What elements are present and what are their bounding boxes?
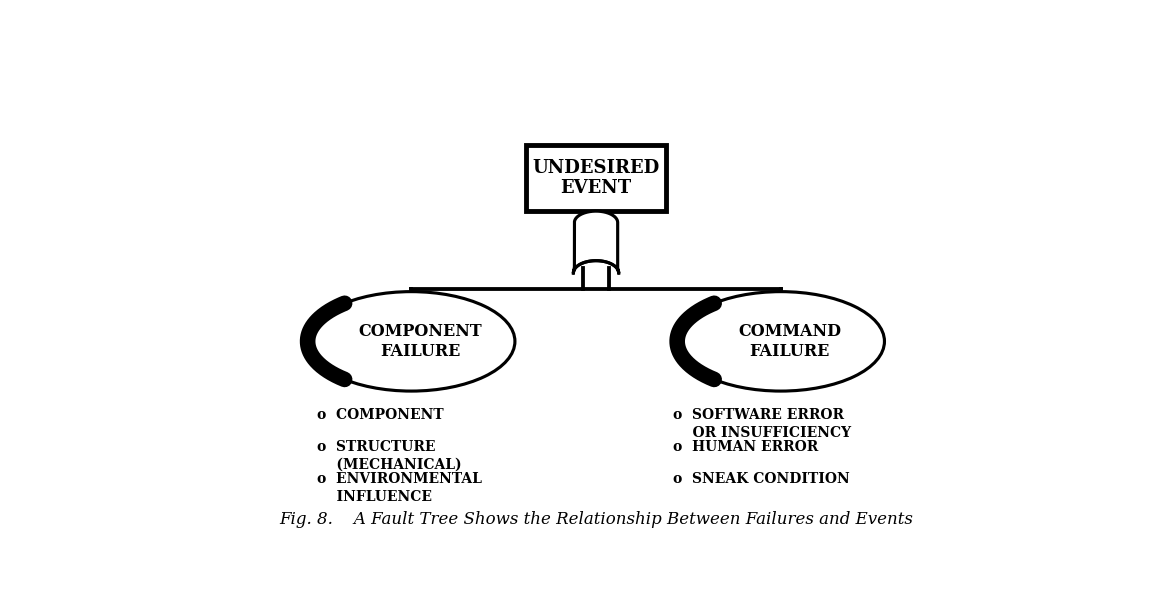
Ellipse shape — [677, 292, 885, 391]
Text: o  SNEAK CONDITION: o SNEAK CONDITION — [672, 472, 849, 486]
FancyBboxPatch shape — [526, 145, 666, 211]
Text: o  COMPONENT: o COMPONENT — [316, 408, 443, 422]
Text: o  ENVIRONMENTAL
    INFLUENCE: o ENVIRONMENTAL INFLUENCE — [316, 472, 481, 504]
Polygon shape — [573, 211, 619, 273]
Text: COMPONENT
FAILURE: COMPONENT FAILURE — [358, 323, 483, 360]
Text: o  HUMAN ERROR: o HUMAN ERROR — [672, 440, 818, 454]
Text: Fig. 8.    A Fault Tree Shows the Relationship Between Failures and Events: Fig. 8. A Fault Tree Shows the Relations… — [279, 512, 913, 528]
Text: UNDESIRED
EVENT: UNDESIRED EVENT — [533, 159, 659, 197]
Text: COMMAND
FAILURE: COMMAND FAILURE — [739, 323, 841, 360]
Ellipse shape — [307, 292, 515, 391]
Text: o  STRUCTURE
    (MECHANICAL): o STRUCTURE (MECHANICAL) — [316, 440, 462, 472]
Text: o  SOFTWARE ERROR
    OR INSUFFICIENCY: o SOFTWARE ERROR OR INSUFFICIENCY — [672, 408, 851, 440]
